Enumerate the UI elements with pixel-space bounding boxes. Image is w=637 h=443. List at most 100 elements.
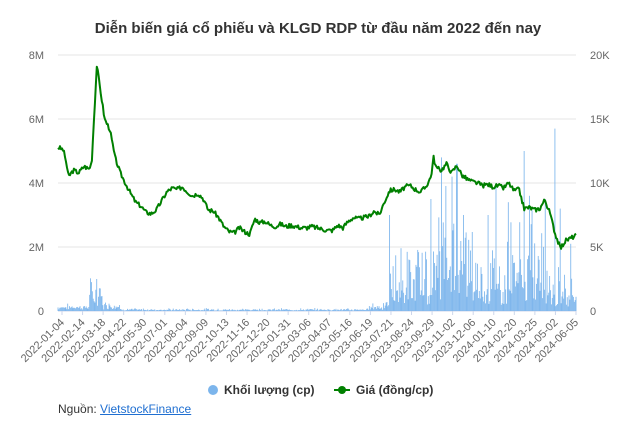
left-tick-label: 0: [38, 306, 44, 318]
legend-volume-label: Khối lượng (cp): [224, 383, 315, 397]
volume-bar: [308, 309, 310, 311]
volume-bar: [335, 308, 337, 311]
volume-bar: [450, 291, 452, 311]
volume-bar: [122, 309, 124, 311]
volume-bar: [491, 289, 493, 311]
volume-bar: [499, 290, 501, 311]
volume-bar: [363, 309, 365, 311]
volume-bar: [556, 305, 558, 311]
volume-bar: [461, 261, 463, 311]
volume-bar: [388, 305, 390, 311]
volume-bar: [426, 304, 428, 311]
volume-bar: [456, 163, 458, 311]
legend-item-volume[interactable]: Khối lượng (cp): [208, 383, 315, 397]
volume-bar: [105, 302, 106, 311]
volume-bar: [528, 195, 530, 311]
volume-bar: [558, 281, 560, 311]
volume-bar: [375, 308, 377, 311]
volume-bar: [350, 309, 352, 311]
volume-bar: [434, 290, 436, 311]
volume-bar: [511, 293, 513, 311]
volume-bar: [455, 275, 456, 311]
volume-bar: [533, 298, 535, 311]
source-link[interactable]: VietstockFinance: [100, 402, 192, 416]
legend-volume-marker: [208, 385, 218, 395]
volume-bar: [265, 310, 267, 311]
volume-bar: [156, 310, 157, 311]
volume-bar: [449, 266, 451, 311]
volume-bar: [302, 309, 303, 311]
volume-bar: [75, 308, 77, 311]
volume-bar: [475, 262, 477, 311]
volume-bar: [356, 309, 358, 311]
legend[interactable]: Khối lượng (cp) Giá (đồng/cp): [208, 383, 433, 397]
volume-bar: [559, 208, 561, 311]
volume-bar: [228, 309, 230, 311]
volume-bar: [199, 310, 201, 311]
volume-bar: [318, 309, 320, 311]
volume-bar: [574, 300, 576, 311]
volume-bar: [445, 185, 447, 311]
volume-bar: [142, 308, 144, 311]
volume-bar: [171, 309, 173, 311]
volume-bar: [560, 303, 562, 311]
volume-bar: [268, 309, 270, 311]
volume-bar: [382, 309, 383, 311]
volume-bar: [342, 309, 344, 311]
volume-bar: [303, 310, 305, 311]
volume-bar: [258, 308, 260, 311]
volume-bar: [405, 287, 407, 311]
right-tick-label: 15K: [590, 114, 610, 126]
volume-bar: [448, 270, 450, 311]
volume-bar: [482, 296, 484, 311]
volume-bar: [380, 308, 382, 311]
volume-bar: [173, 310, 175, 311]
volume-bar: [116, 307, 118, 311]
volume-bar: [571, 278, 573, 311]
volume-bar: [76, 307, 77, 311]
volume-bar: [496, 283, 498, 311]
volume-bar: [384, 305, 386, 311]
volume-bar: [113, 305, 115, 311]
volume-bar: [229, 310, 231, 311]
volume-bar: [489, 301, 491, 311]
volume-bar: [206, 308, 208, 311]
volume-bar: [316, 309, 318, 311]
volume-bar: [233, 310, 235, 311]
volume-bar: [466, 296, 468, 311]
volume-bar: [328, 309, 330, 311]
volume-bar: [340, 308, 342, 311]
volume-bar: [416, 266, 418, 311]
volume-bar: [108, 303, 110, 311]
volume-bar: [488, 303, 490, 311]
volume-bar: [433, 251, 434, 311]
volume-bar: [427, 296, 429, 311]
volume-bar: [263, 310, 265, 311]
volume-bar: [478, 291, 480, 311]
volume-bar: [246, 309, 248, 311]
volume-bar: [381, 307, 383, 311]
volume-bar: [547, 295, 549, 311]
volume-bar: [88, 306, 90, 311]
volume-bar: [429, 295, 431, 311]
legend-item-price[interactable]: Giá (đồng/cp): [334, 383, 433, 397]
volume-bar: [234, 309, 236, 311]
volume-bar: [210, 309, 212, 311]
volume-bar: [186, 308, 187, 311]
volume-bar: [370, 306, 372, 311]
volume-bar: [257, 309, 259, 311]
volume-bar: [339, 310, 340, 311]
volume-bar: [201, 309, 203, 311]
volume-bar: [196, 310, 198, 311]
volume-bar: [448, 278, 449, 311]
volume-bar: [473, 292, 475, 311]
volume-bar: [514, 286, 516, 311]
left-tick-label: 2M: [29, 242, 44, 254]
volume-bar: [89, 294, 91, 311]
volume-bar: [291, 310, 293, 311]
volume-bar: [292, 310, 294, 311]
volume-bar: [309, 309, 310, 311]
volume-bar: [109, 305, 111, 311]
volume-bar: [91, 291, 93, 311]
